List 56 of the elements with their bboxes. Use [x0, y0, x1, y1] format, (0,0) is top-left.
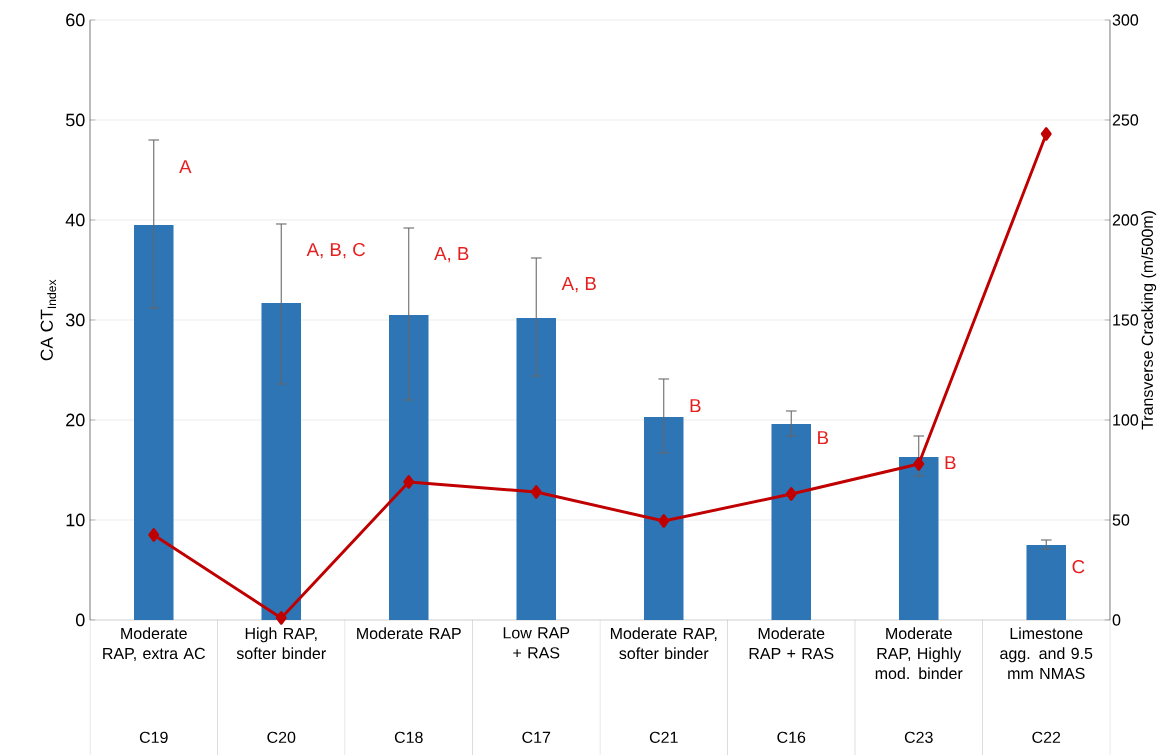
annotation: A, B [434, 247, 469, 263]
point [1040, 127, 1052, 141]
annotation: C [1072, 560, 1085, 574]
bar [1026, 544, 1066, 620]
point [913, 457, 925, 471]
text: C18 [394, 731, 423, 743]
text: C22 [1032, 731, 1061, 743]
bar [643, 416, 684, 620]
x-tick-label: Limestone agg. and 9.5 mm NMAS [1000, 627, 1093, 680]
point [275, 611, 287, 625]
bar [261, 302, 302, 620]
y2-tick-label: 300 [1112, 14, 1139, 26]
x-tick-label: Moderate RAP, extra AC [103, 627, 205, 662]
text: C23 [904, 731, 933, 743]
text: C16 [777, 731, 806, 743]
annotation: B [690, 399, 701, 413]
y-tick-label: 0 [75, 613, 85, 627]
y2-tick-label: 150 [1113, 314, 1139, 326]
text: C17 [522, 731, 551, 743]
point [785, 487, 797, 501]
bar [771, 423, 812, 620]
y-axis-title: CA CT$_{Index}$ [40, 279, 57, 361]
text: C19 [139, 731, 168, 743]
bar [133, 224, 174, 620]
point [530, 485, 542, 499]
bar [516, 317, 557, 620]
x-tick-label: Low RAP + RAS [503, 627, 570, 659]
bar [898, 456, 939, 620]
y-tick-label: 20 [66, 413, 85, 427]
y-tick-label: 40 [65, 213, 85, 227]
y-tick-label: 30 [65, 313, 85, 327]
point [658, 514, 670, 528]
y-tick-label: 50 [65, 113, 85, 127]
annotation: B [945, 456, 956, 470]
y2-tick-label: 200 [1112, 214, 1139, 226]
y2-tick-label: 100 [1113, 414, 1139, 426]
y2-tick-label: 250 [1112, 114, 1139, 126]
y2-axis-title: Transverse Cracking (m/500m) [1141, 211, 1157, 430]
annotation: A, B [561, 277, 596, 293]
x-tick-label: High RAP, softer binder [236, 627, 326, 660]
y2-tick-label: 0 [1112, 614, 1121, 626]
x-tick-label: Moderate RAP, Highly mod. binder [875, 627, 963, 680]
point [148, 528, 160, 542]
annotation: A [179, 160, 192, 174]
y-tick-label: 60 [66, 13, 85, 27]
x-tick-label: Moderate RAP [357, 627, 461, 640]
point [403, 475, 415, 489]
text: C20 [267, 731, 296, 743]
annotation: A, B, C [306, 242, 366, 259]
x-tick-label: Moderate RAP, softer binder [610, 627, 717, 660]
y-tick-label: 10 [66, 513, 85, 527]
x-tick-label: Moderate RAP + RAS [749, 627, 834, 660]
text: C21 [649, 731, 678, 743]
y2-tick-label: 50 [1112, 514, 1130, 526]
annotation: B [818, 431, 829, 445]
bar [388, 314, 429, 620]
